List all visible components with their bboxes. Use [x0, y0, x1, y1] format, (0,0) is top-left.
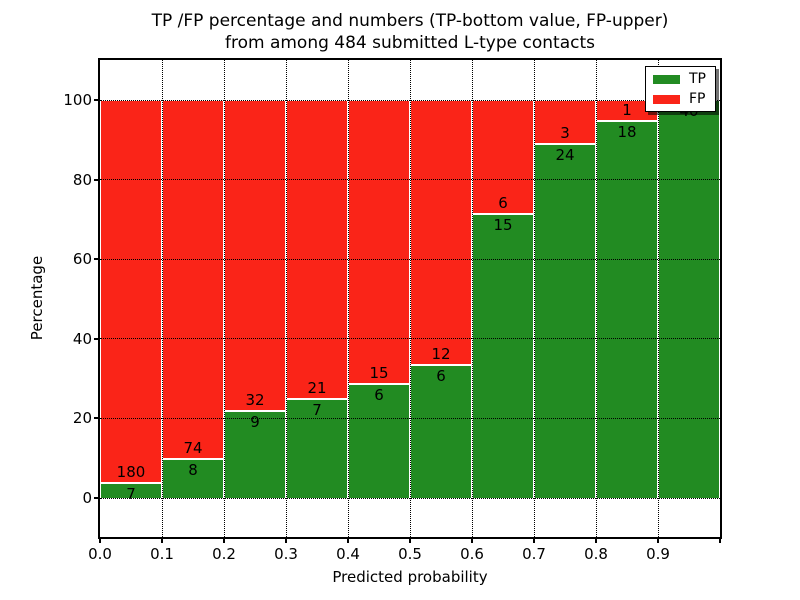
gridline-y	[100, 99, 720, 101]
fp-count-label: 6	[498, 193, 508, 212]
gridline-y	[100, 258, 720, 260]
tp-count-label: 7	[126, 485, 136, 504]
x-tick-label: 0.1	[150, 545, 174, 563]
x-tick-label: 0.6	[460, 545, 484, 563]
fp-count-label: 3	[560, 124, 570, 143]
legend-label-fp: FP	[689, 91, 706, 107]
tp-count-label: 15	[493, 215, 513, 234]
bar-tp-segment	[410, 365, 472, 498]
gridline-x	[657, 60, 659, 537]
fp-count-label: 21	[307, 378, 327, 397]
bar-fp-segment	[162, 100, 224, 460]
y-tick-label: 80	[72, 170, 92, 189]
bar-fp-segment	[100, 100, 162, 484]
x-tick-label: 0.2	[212, 545, 236, 563]
y-tick-label: 0	[82, 489, 92, 507]
tp-count-label: 9	[250, 412, 260, 431]
chart-title: TP /FP percentage and numbers (TP-bottom…	[151, 11, 669, 31]
tp-count-label: 6	[436, 367, 446, 386]
gridline-x	[161, 60, 163, 537]
x-tick	[533, 539, 535, 543]
x-tick-label: 0.0	[88, 545, 112, 563]
y-tick	[94, 497, 98, 499]
gridline-x	[223, 60, 225, 537]
fp-swatch-icon	[653, 94, 680, 104]
x-tick-label: 0.7	[522, 545, 546, 563]
tp-swatch-icon	[653, 74, 680, 84]
x-tick-label: 0.4	[336, 545, 360, 563]
fp-count-label: 32	[245, 390, 265, 409]
y-tick	[94, 417, 98, 420]
x-tick	[471, 539, 473, 543]
fp-count-label: 74	[183, 439, 203, 458]
gridline-x	[595, 60, 597, 537]
y-axis-label: Percentage	[28, 255, 46, 341]
x-tick-label: 0.9	[646, 545, 670, 563]
tp-count-label: 7	[312, 400, 322, 419]
x-tick	[161, 539, 163, 543]
y-tick	[94, 337, 98, 340]
gridline-y	[100, 179, 720, 181]
tp-count-label: 8	[188, 461, 198, 480]
fp-count-label: 1	[622, 100, 632, 119]
fp-count-label: 12	[431, 345, 451, 364]
gridline-x	[471, 60, 473, 537]
x-tick	[347, 539, 349, 543]
x-tick	[657, 539, 659, 543]
chart-subtitle: from among 484 submitted L-type contacts	[224, 33, 595, 53]
bar-tp-segment	[596, 120, 658, 498]
gridline-y	[100, 417, 720, 419]
legend-label-tp: TP	[689, 71, 706, 87]
bar-fp-segment	[410, 100, 472, 366]
x-tick-label: 0.5	[398, 545, 422, 563]
y-tick-label: 100	[63, 91, 92, 109]
x-tick	[409, 539, 411, 543]
x-axis-label: Predicted probability	[332, 568, 488, 586]
tp-count-label: 24	[555, 146, 575, 165]
x-tick	[285, 539, 287, 543]
gridline-y	[100, 338, 720, 340]
fp-count-label: 180	[116, 463, 146, 482]
bar-fp-segment	[348, 100, 410, 385]
x-tick-label: 0.3	[274, 545, 298, 563]
x-tick-label: 0.8	[584, 545, 608, 563]
x-tick	[719, 539, 721, 543]
y-tick	[94, 178, 98, 181]
x-tick	[223, 539, 225, 543]
x-tick	[595, 539, 597, 543]
gridline-x	[285, 60, 287, 537]
bar-tp-segment	[658, 100, 720, 498]
bar-fp-segment	[286, 100, 348, 399]
tp-count-label: 6	[374, 386, 384, 405]
bar-tp-segment	[286, 398, 348, 498]
legend-entry-fp: FP	[653, 92, 706, 106]
fp-count-label: 15	[369, 364, 389, 383]
legend: TP FP	[645, 66, 716, 112]
y-tick-label: 60	[72, 250, 92, 269]
y-tick-label: 40	[72, 329, 92, 348]
gridline-x	[533, 60, 535, 537]
tp-count-label: 18	[617, 122, 637, 141]
bar-tp-segment	[472, 213, 534, 498]
y-tick	[94, 258, 98, 261]
x-tick	[99, 539, 101, 543]
gridline-x	[347, 60, 349, 537]
legend-entry-tp: TP	[653, 72, 706, 86]
gridline-y	[100, 497, 720, 499]
plot-area: 180774832921715612661532411840	[98, 58, 722, 539]
bar-fp-segment	[224, 100, 286, 411]
y-tick	[94, 99, 98, 101]
y-tick-label: 20	[72, 409, 92, 428]
gridline-x	[409, 60, 411, 537]
bar-tp-segment	[534, 144, 596, 498]
